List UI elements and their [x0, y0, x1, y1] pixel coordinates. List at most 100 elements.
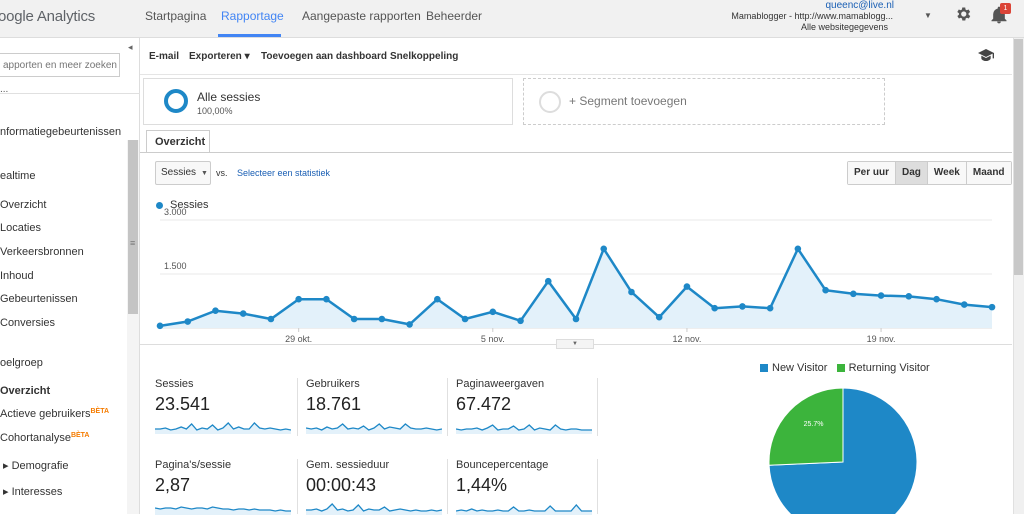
data-point — [822, 286, 829, 294]
sidebar-item-conversies[interactable]: Conversies — [0, 317, 56, 329]
sidebar-item-locaties[interactable]: Locaties — [0, 222, 41, 234]
data-point — [267, 315, 275, 323]
nav-tab-startpagina[interactable]: Startpagina — [145, 9, 207, 23]
kpi-paginas-per-sessie[interactable]: Pagina's/sessie 2,87 — [155, 459, 295, 521]
data-point — [544, 277, 552, 285]
page-scrollbar[interactable] — [1013, 38, 1024, 514]
add-to-dashboard-button[interactable]: Toevoegen aan dashboard — [261, 51, 387, 62]
sidebar-item-realtime[interactable]: ealtime — [0, 170, 36, 182]
data-point — [350, 315, 358, 323]
divider — [597, 459, 598, 514]
data-point — [711, 304, 718, 312]
export-button[interactable]: Exporteren ▾ — [189, 51, 250, 62]
sidebar-item-interesses[interactable]: ▸ Interesses — [3, 486, 63, 498]
account-property[interactable]: Mamablogger - http://www.mamablogg... — [731, 11, 893, 21]
tab-overzicht[interactable]: Overzicht — [146, 130, 210, 153]
kpi-value: 00:00:43 — [306, 475, 377, 495]
data-point — [628, 288, 635, 296]
pie-slice-returning-visitor[interactable] — [768, 387, 844, 466]
sidebar-item-verkeersbronnen[interactable]: Verkeersbronnen — [0, 246, 84, 258]
sparkline-line — [306, 503, 442, 512]
data-point — [184, 318, 192, 325]
kpi-gebruikers[interactable]: Gebruikers 18.761 — [306, 378, 446, 440]
sidebar-item-doelgroep[interactable]: oelgroep — [0, 357, 43, 369]
sparkline-area — [456, 505, 592, 515]
sidebar-item-inhoud[interactable]: Inhoud — [0, 270, 34, 282]
sidebar-item-realtime-overzicht[interactable]: Overzicht — [0, 199, 47, 211]
left-sidebar: ◂ ... nformatiegebeurtenissen ealtime Ov… — [0, 38, 140, 514]
nav-tab-aangepaste-rapporten[interactable]: Aangepaste rapporten — [302, 9, 421, 23]
app-logo[interactable]: oogle Analytics — [0, 8, 96, 25]
legend-new-visitor: New Visitor — [772, 362, 828, 374]
notification-badge: 1 — [1000, 3, 1011, 14]
kpi-gem-sessieduur[interactable]: Gem. sessieduur 00:00:43 — [306, 459, 446, 521]
kpi-paginaweergaven[interactable]: Paginaweergaven 67.472 — [456, 378, 596, 440]
graduation-cap-icon[interactable] — [978, 48, 994, 62]
nav-tab-rapportage[interactable]: Rapportage — [221, 9, 284, 23]
compare-metric-link[interactable]: Selecteer een statistiek — [237, 168, 331, 178]
kpi-label: Paginaweergaven — [456, 378, 545, 390]
vs-label: vs. — [216, 168, 228, 178]
chevron-down-icon[interactable]: ▼ — [201, 170, 208, 177]
data-point — [461, 315, 469, 323]
sidebar-item-demografie[interactable]: ▸ Demografie — [3, 460, 69, 472]
sparkline-area — [306, 504, 442, 515]
kpi-value: 2,87 — [155, 475, 191, 495]
sessions-line-chart[interactable]: 3.000 1.500 29 okt. 5 nov. 12 nov. 19 nov. — [140, 208, 1012, 348]
divider — [447, 378, 448, 436]
account-view[interactable]: Alle websitegegevens — [800, 22, 888, 32]
sidebar-item-cohortanalyse[interactable]: CohortanalyseBÈTA — [0, 432, 89, 444]
data-point — [739, 303, 746, 310]
pie-slice-new-visitor[interactable] — [768, 387, 918, 514]
shortcut-button[interactable]: Snelkoppeling — [390, 51, 459, 62]
data-point — [378, 315, 386, 323]
legend-dot — [156, 202, 163, 209]
visitor-type-pie-chart[interactable]: 74.3%25.7% — [768, 386, 928, 514]
sparkline-line — [155, 422, 291, 431]
sessions-area — [160, 248, 992, 328]
segment-all-sessions[interactable]: Alle sessies 100,00% — [143, 78, 513, 125]
page-scrollbar-thumb[interactable] — [1014, 39, 1023, 275]
period-button-dag[interactable]: Dag — [895, 162, 927, 184]
nav-tab-beheerder[interactable]: Beheerder — [426, 9, 483, 23]
segment-title: Alle sessies — [197, 90, 261, 104]
x-tick-label: 19 nov. — [867, 334, 896, 344]
kpi-label: Gebruikers — [306, 378, 360, 390]
chevron-down-icon[interactable]: ▼ — [924, 11, 932, 20]
legend-returning-visitor: Returning Visitor — [848, 362, 930, 374]
sidebar-item-doelgroep-overzicht[interactable]: Overzicht — [0, 385, 51, 397]
sidebar-item-gebeurtenissen[interactable]: Gebeurtenissen — [0, 293, 78, 305]
sparkline-line — [155, 506, 291, 512]
sidebar-search-input[interactable] — [0, 53, 120, 77]
sidebar-item-actieve-gebruikers[interactable]: Actieve gebruikersBÈTA — [0, 408, 109, 420]
sidebar-item-informatiegebeurtenissen[interactable]: nformatiegebeurtenissen — [0, 126, 122, 138]
add-segment-button[interactable]: + Segment toevoegen — [523, 78, 885, 125]
account-email[interactable]: queenc@live.nl — [825, 0, 894, 11]
data-point — [212, 307, 219, 315]
sidebar-item-partial[interactable]: ... — [0, 84, 9, 95]
sidebar-collapse-icon[interactable]: ◂ — [128, 42, 133, 52]
gear-icon[interactable] — [954, 5, 972, 23]
chart-collapse-toggle[interactable]: ▼ — [556, 339, 594, 349]
kpi-sparkline — [456, 504, 592, 515]
data-point — [295, 295, 302, 303]
kpi-sessies[interactable]: Sessies 23.541 — [155, 378, 295, 440]
period-button-per-uur[interactable]: Per uur — [848, 162, 896, 184]
data-point — [156, 322, 164, 330]
sidebar-scrollbar-thumb[interactable] — [128, 140, 138, 314]
data-point — [517, 317, 524, 325]
period-button-maand[interactable]: Maand — [965, 162, 1011, 184]
kpi-bouncepercentage[interactable]: Bouncepercentage 1,44% — [456, 459, 596, 521]
period-button-week[interactable]: Week — [926, 162, 966, 184]
divider — [297, 378, 298, 436]
resize-handle-icon[interactable]: ≡ — [130, 238, 136, 248]
email-button[interactable]: E-mail — [149, 51, 180, 62]
kpi-sparkline — [306, 423, 442, 434]
data-point — [600, 245, 608, 253]
legend-swatch — [760, 364, 768, 372]
metric-select[interactable]: Sessies — [155, 161, 211, 185]
add-segment-label: + Segment toevoegen — [569, 94, 687, 108]
segment-ring-icon — [164, 89, 188, 113]
top-header: oogle Analytics Startpagina Rapportage A… — [0, 0, 1024, 38]
data-point — [877, 292, 885, 299]
